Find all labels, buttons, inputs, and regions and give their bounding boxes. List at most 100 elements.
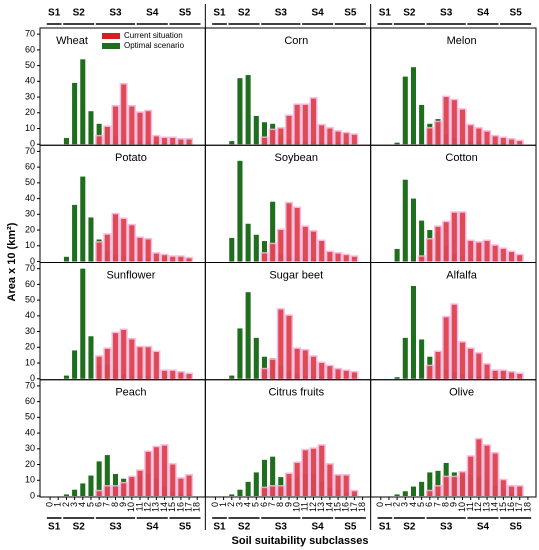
x-tick-label: 13	[316, 502, 326, 512]
bar-current	[286, 203, 292, 262]
bar-current	[270, 130, 276, 145]
bar-current	[459, 342, 466, 379]
bar-current	[343, 475, 349, 496]
y-tick-label: 40	[25, 427, 35, 437]
bar-optimal	[96, 461, 102, 496]
x-tick-label: 0	[44, 502, 54, 507]
bar-current	[459, 472, 466, 496]
bar-current	[104, 234, 110, 262]
bar-optimal	[229, 237, 235, 262]
bar-current	[178, 478, 184, 496]
x-tick-label: 6	[424, 502, 434, 507]
bar-current	[302, 450, 308, 496]
x-tick-label: 15	[498, 502, 508, 512]
x-tick-label: 0	[210, 502, 220, 507]
panel-frame	[370, 379, 537, 498]
group-label: S1	[48, 8, 61, 19]
bar-current	[294, 462, 300, 496]
panel-title: Wheat	[56, 35, 88, 47]
x-tick-label: 5	[85, 502, 95, 507]
x-tick-label: 2	[226, 502, 236, 507]
bar-current	[129, 477, 135, 496]
x-tick-label: 1	[218, 502, 228, 507]
bar-current	[137, 112, 143, 145]
group-label: S3	[440, 8, 453, 19]
bar-optimal	[112, 473, 119, 496]
bar-optimal	[253, 115, 259, 145]
bar-current	[310, 448, 317, 496]
y-tick-label: 0	[30, 139, 35, 149]
bar-current	[443, 222, 449, 262]
x-tick-label: 13	[151, 502, 161, 512]
y-tick-label: 0	[30, 256, 35, 266]
bar-current	[484, 445, 490, 496]
bar-current	[261, 253, 268, 262]
bar-optimal	[245, 223, 251, 262]
bar-optimal	[72, 82, 78, 145]
bar-current	[509, 139, 515, 145]
bar-current	[153, 352, 159, 379]
bar-current	[104, 348, 110, 379]
group-label: S5	[179, 522, 192, 533]
bar-current	[270, 486, 276, 496]
bar-current	[335, 253, 341, 262]
group-label: S2	[73, 8, 86, 19]
y-tick-label: 50	[25, 177, 35, 187]
bar-current	[476, 439, 482, 496]
bar-optimal	[402, 76, 408, 145]
y-axis-label: Area x 10 (km²)	[6, 222, 18, 301]
group-label: S3	[109, 522, 122, 533]
bar-current	[492, 136, 498, 145]
bar-optimal	[419, 104, 425, 145]
y-tick-label: 70	[25, 380, 35, 390]
bar-current	[186, 258, 192, 262]
group-label: S1	[48, 522, 61, 533]
x-tick-label: 15	[167, 502, 177, 512]
bar-optimal	[419, 220, 425, 262]
bar-current	[476, 242, 482, 262]
bar-optimal	[253, 234, 259, 262]
bar-current	[310, 98, 317, 145]
x-tick-label: 5	[416, 502, 426, 507]
x-tick-label: 7	[432, 502, 442, 507]
y-tick-label: 30	[25, 443, 35, 453]
x-tick-label: 17	[514, 502, 524, 512]
bar-optimal	[245, 481, 251, 496]
bar-optimal	[410, 486, 416, 496]
panel-title: Citrus fruits	[268, 387, 324, 399]
bar-current	[310, 356, 317, 379]
bar-current	[178, 139, 184, 145]
x-tick-label: 12	[473, 502, 483, 512]
bar-current	[278, 128, 284, 145]
group-label: S1	[379, 8, 392, 19]
bar-current	[96, 491, 102, 496]
x-tick-label: 6	[259, 502, 269, 507]
y-tick-label: 20	[25, 224, 35, 234]
x-tick-label: 7	[102, 502, 112, 507]
x-tick-label: 8	[275, 502, 285, 507]
bar-optimal	[88, 475, 94, 496]
bar-current	[427, 239, 433, 262]
x-tick-label: 16	[175, 502, 185, 512]
bar-optimal	[261, 459, 268, 496]
bar-current	[96, 136, 102, 145]
bar-current	[319, 445, 325, 496]
bar-optimal	[72, 489, 78, 496]
x-tick-label: 1	[53, 502, 63, 507]
y-tick-label: 40	[25, 76, 35, 86]
bar-optimal	[237, 160, 243, 262]
bar-optimal	[394, 248, 400, 262]
bar-current	[451, 212, 457, 262]
bar-current	[517, 374, 523, 379]
x-tick-label: 10	[457, 502, 467, 512]
bar-current	[343, 133, 349, 145]
bar-current	[302, 226, 308, 262]
bar-current	[112, 333, 119, 379]
x-tick-label: 18	[357, 502, 367, 512]
group-label: S5	[344, 8, 357, 19]
x-tick-label: 16	[341, 502, 351, 512]
x-tick-label: 3	[400, 502, 410, 507]
bar-current	[443, 317, 449, 379]
bar-current	[476, 353, 482, 379]
bar-current	[186, 374, 192, 379]
